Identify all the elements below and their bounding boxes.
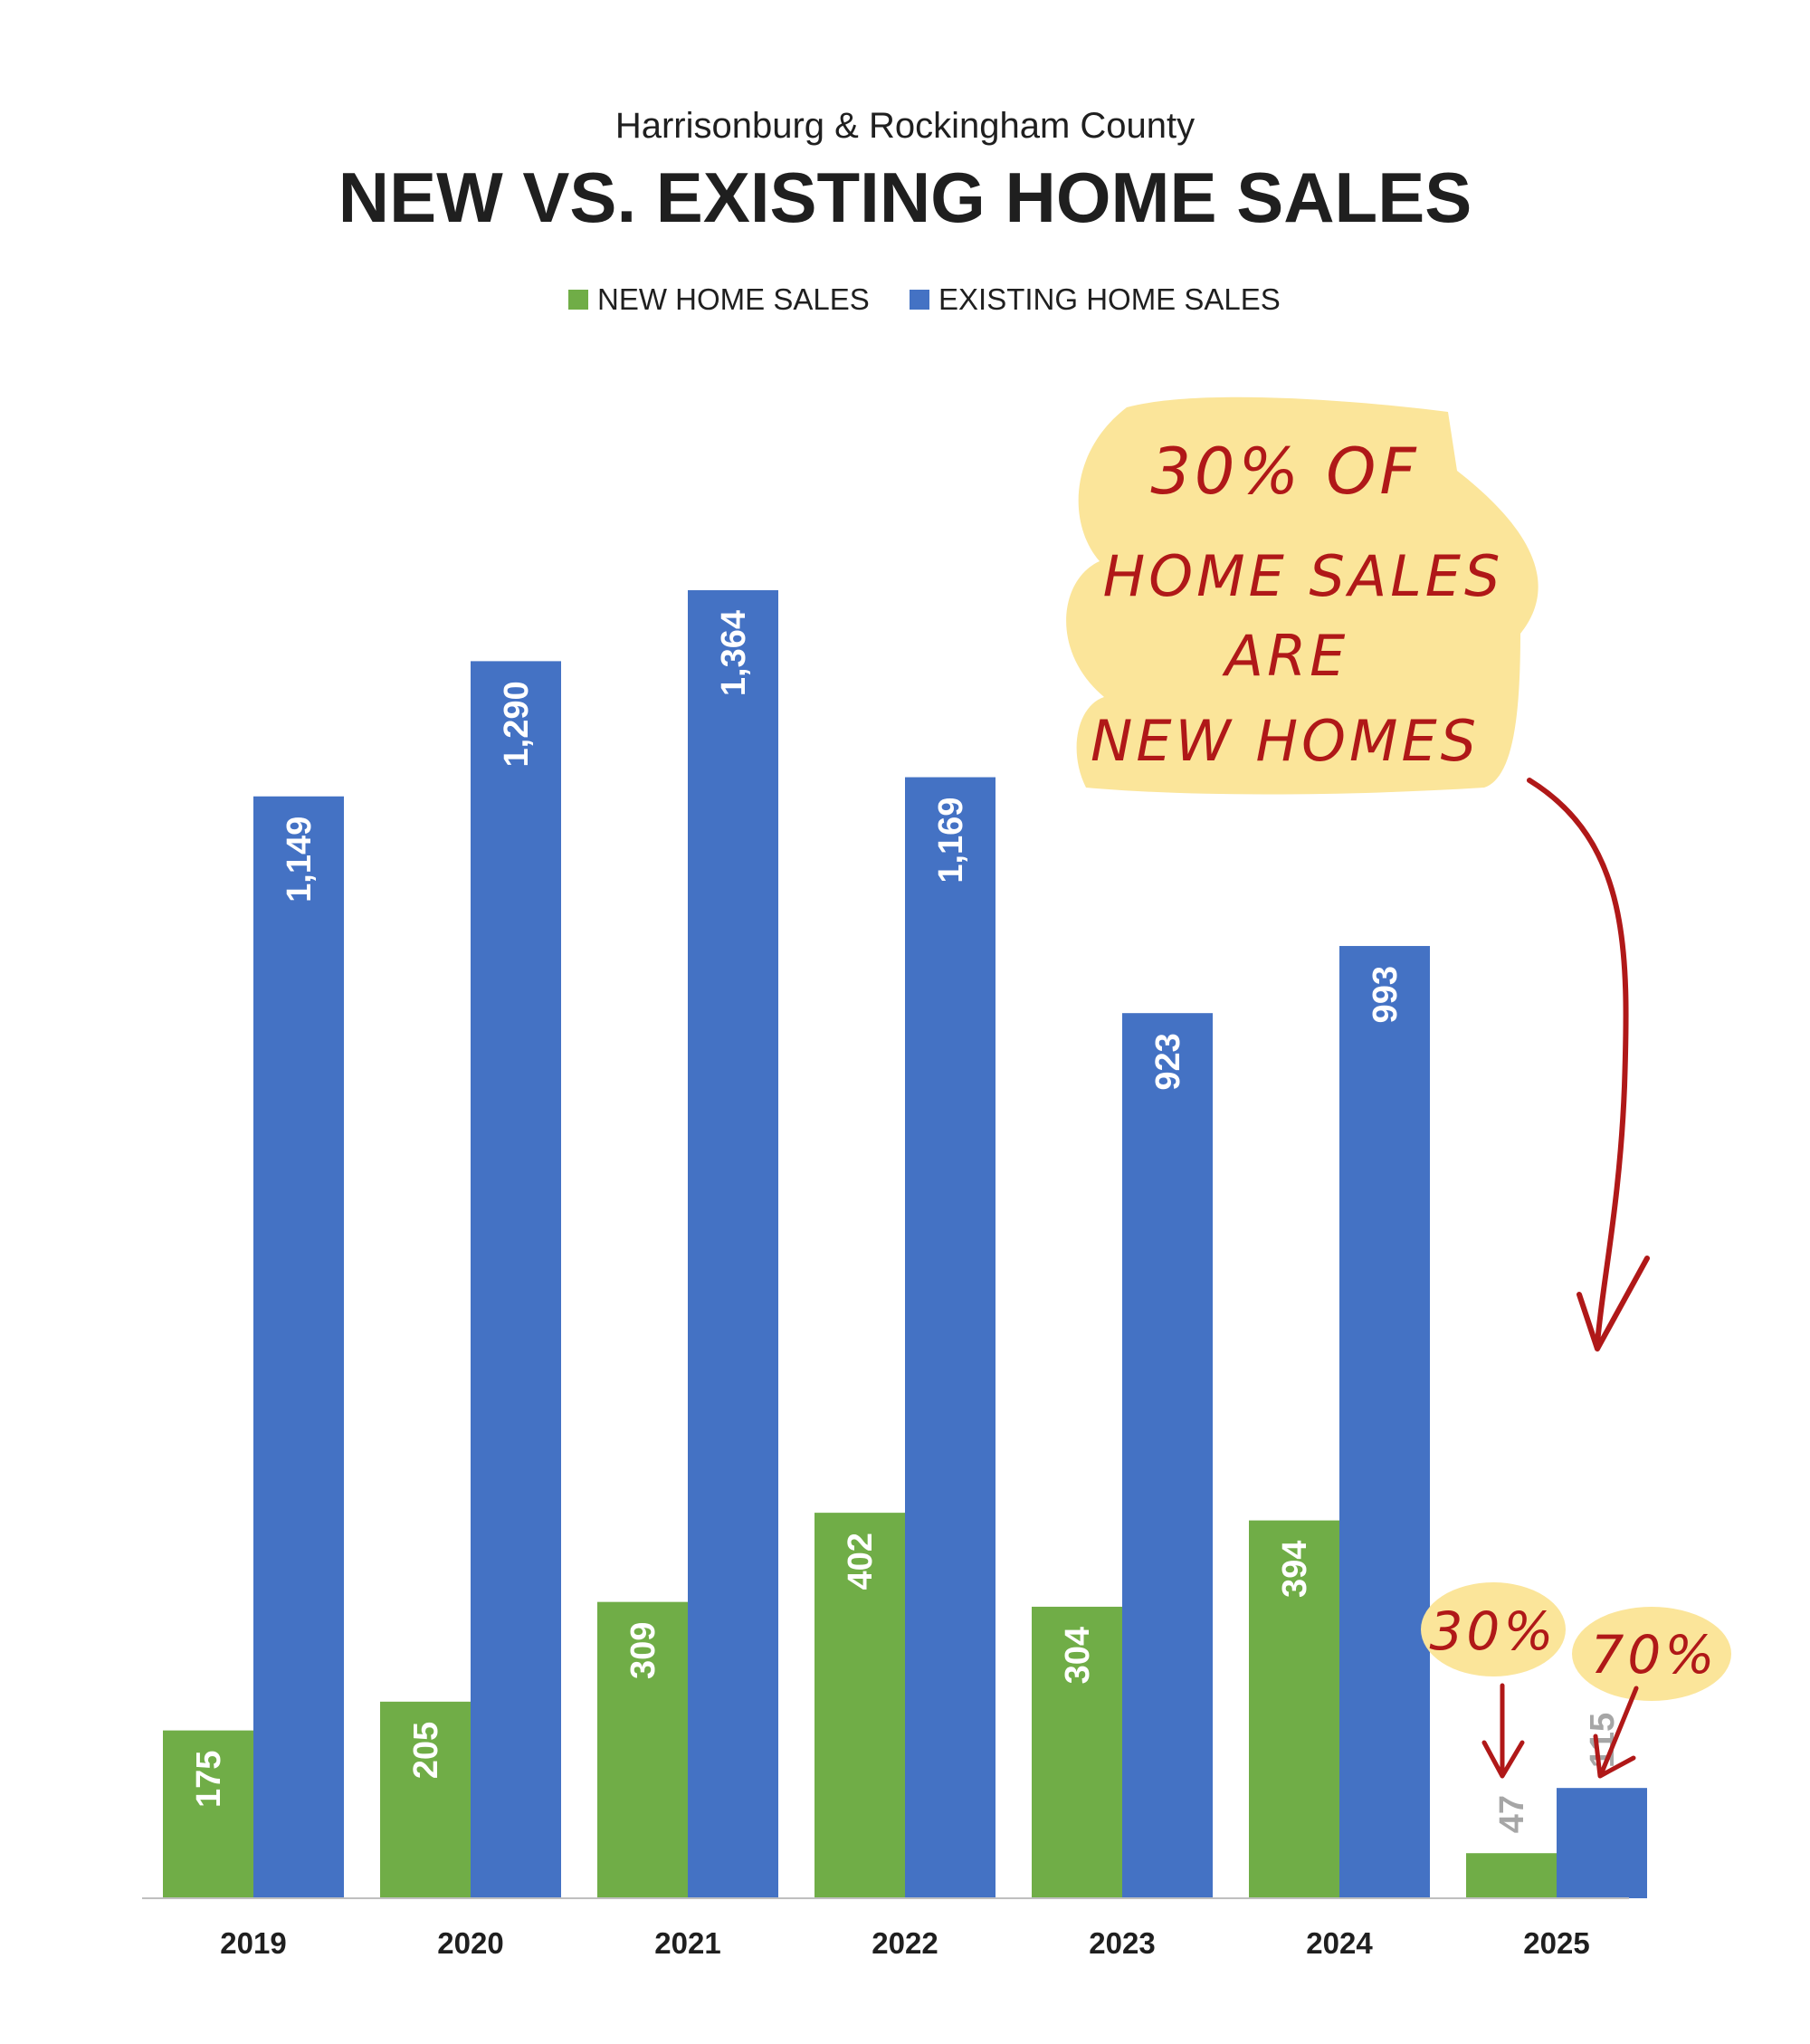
data-label-existing-2022: 1,169 — [932, 798, 970, 884]
legend-label-new: NEW HOME SALES — [597, 282, 870, 316]
data-label-new-2025: 47 — [1493, 1795, 1531, 1833]
bar-new-2024 — [1249, 1520, 1339, 1898]
existing-pct-label: 70% — [1591, 1624, 1719, 1686]
bar-existing-2023 — [1122, 1013, 1213, 1898]
x-tick-2025: 2025 — [1523, 1926, 1589, 1960]
data-label-new-2020: 205 — [407, 1722, 445, 1779]
legend-label-existing: EXISTING HOME SALES — [938, 282, 1281, 316]
bar-existing-2022 — [905, 777, 996, 1899]
legend: NEW HOME SALES EXISTING HOME SALES — [568, 282, 1281, 316]
bar-new-2025 — [1466, 1853, 1557, 1898]
data-label-existing-2024: 993 — [1367, 966, 1405, 1023]
x-tick-2024: 2024 — [1306, 1926, 1373, 1960]
chart-title: NEW VS. EXISTING HOME SALES — [338, 158, 1472, 237]
data-label-existing-2021: 1,364 — [715, 610, 753, 696]
x-tick-2023: 2023 — [1089, 1926, 1155, 1960]
annotations: 30% OF HOME SALES ARE NEW HOMES 30% 70% — [1066, 396, 1731, 1779]
existing-pct-arrowhead-icon — [1593, 1734, 1636, 1779]
legend-swatch-existing — [910, 290, 929, 310]
main-arrow-icon — [1527, 778, 1629, 1347]
data-label-new-2024: 394 — [1276, 1541, 1314, 1598]
data-label-new-2021: 309 — [624, 1622, 662, 1679]
x-axis-ticks: 2019 2020 2021 2022 2023 2024 2025 — [220, 1926, 1589, 1960]
new-pct-arrowhead-icon — [1481, 1740, 1525, 1779]
bar-existing-2025 — [1557, 1788, 1647, 1898]
bar-existing-2021 — [688, 590, 778, 1898]
bar-existing-2019 — [253, 796, 344, 1898]
existing-pct-highlight — [1572, 1607, 1731, 1701]
bar-existing-2024 — [1339, 946, 1430, 1898]
data-label-new-2023: 304 — [1059, 1627, 1097, 1684]
bars: 175 1,149 205 1,290 309 1,364 402 1,169 304 923 39… — [163, 590, 1647, 1899]
existing-pct-arrow-icon — [1599, 1686, 1639, 1775]
annotation-line-2: HOME SALES — [1103, 543, 1504, 609]
new-pct-highlight — [1421, 1582, 1566, 1676]
x-tick-2021: 2021 — [654, 1926, 720, 1960]
x-tick-2022: 2022 — [872, 1926, 938, 1960]
chart-subtitle: Harrisonburg & Rockingham County — [615, 106, 1195, 146]
data-label-existing-2019: 1,149 — [281, 817, 319, 903]
bar-new-2021 — [597, 1601, 688, 1898]
x-tick-2020: 2020 — [437, 1926, 503, 1960]
main-arrowhead-icon — [1577, 1256, 1650, 1352]
main-highlight — [1066, 396, 1538, 795]
data-label-existing-2023: 923 — [1149, 1033, 1187, 1090]
bar-new-2022 — [814, 1513, 905, 1898]
legend-swatch-new — [568, 290, 588, 310]
annotation-line-1: 30% OF — [1150, 435, 1419, 509]
bar-new-2020 — [380, 1701, 471, 1898]
annotation-line-3: ARE — [1222, 623, 1349, 689]
x-tick-2019: 2019 — [220, 1926, 286, 1960]
new-pct-label: 30% — [1430, 1600, 1558, 1662]
bar-new-2023 — [1032, 1606, 1122, 1898]
data-label-new-2022: 402 — [842, 1533, 880, 1590]
data-label-new-2019: 175 — [190, 1751, 228, 1808]
data-label-existing-2020: 1,290 — [498, 681, 536, 767]
bar-new-2019 — [163, 1730, 253, 1898]
bar-existing-2020 — [471, 661, 561, 1898]
annotation-line-4: NEW HOMES — [1091, 708, 1480, 774]
